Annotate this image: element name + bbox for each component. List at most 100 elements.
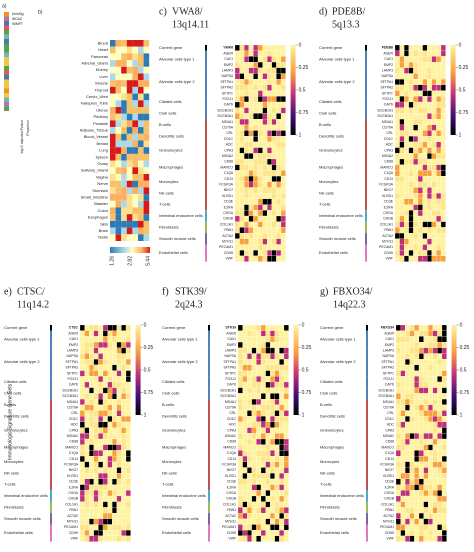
heat-cell <box>79 484 85 491</box>
heat-cell <box>422 158 428 165</box>
heat-cell <box>126 120 133 128</box>
heat-cell <box>98 370 104 377</box>
heat-cell <box>423 473 429 480</box>
heat-cell <box>79 370 85 377</box>
gene-label: KLRD1 <box>67 474 78 478</box>
heat-cell <box>234 124 240 131</box>
heat-cell <box>270 381 275 388</box>
heat-cell <box>247 456 252 462</box>
heat-cell <box>437 524 443 531</box>
heat-cell <box>121 133 127 141</box>
heat-cell <box>427 204 432 211</box>
heat-cell <box>395 393 401 400</box>
heat-cell <box>409 399 415 405</box>
heat-cell <box>251 473 257 480</box>
heat-cell <box>115 133 122 141</box>
heat-cell <box>132 93 138 101</box>
heat-cell <box>422 198 428 205</box>
gene-label: CPA3 <box>224 148 233 152</box>
heat-cell <box>251 438 257 445</box>
heat-cell <box>395 490 401 497</box>
heat-cell <box>408 198 414 205</box>
heat-cell <box>112 433 117 440</box>
heat-cell <box>414 433 420 440</box>
heat-cell <box>394 187 400 194</box>
heat-cell <box>437 421 443 428</box>
gene-label: FOXJ1 <box>67 377 78 381</box>
heat-cell <box>138 107 144 114</box>
heat-cell <box>89 347 94 354</box>
heat-cell <box>394 90 400 97</box>
heat-cell <box>437 387 443 394</box>
heat-cell <box>432 433 438 440</box>
heat-cell <box>84 393 90 400</box>
gene-label: CD14 <box>227 457 236 461</box>
heat-cell <box>418 416 424 423</box>
heat-cell <box>98 456 104 462</box>
group-bar <box>50 439 52 457</box>
heat-cell <box>116 359 122 366</box>
heat-cell <box>126 60 133 67</box>
heat-cell <box>93 342 99 348</box>
heat-cell <box>84 370 90 377</box>
heat-cell <box>110 234 116 241</box>
colorbar-tick-label: 0.5 <box>144 367 151 373</box>
heat-cell <box>270 336 275 343</box>
heat-cell <box>115 174 122 181</box>
heat-cell <box>436 118 442 125</box>
heat-cell <box>279 433 285 440</box>
heat-cell <box>280 50 286 57</box>
heat-cell <box>237 364 243 371</box>
heat-cell <box>437 353 443 360</box>
heat-cell <box>262 227 268 234</box>
gene-label: CD3E <box>224 200 234 204</box>
heat-cell <box>125 387 131 394</box>
heat-cell <box>126 153 133 161</box>
heat-cell <box>432 484 438 491</box>
heat-cell <box>132 140 138 148</box>
heat-cell <box>423 444 429 451</box>
heat-cell <box>112 416 117 423</box>
tissue-label: Stomach <box>92 188 108 193</box>
heat-cell <box>93 524 99 531</box>
heat-cell <box>237 478 243 485</box>
heat-cell <box>267 204 272 211</box>
set-cell <box>4 75 9 80</box>
gene-label: KLRD1 <box>383 474 394 478</box>
heat-cell <box>408 101 414 108</box>
heat-cell <box>121 73 127 81</box>
heat-cell <box>395 399 401 405</box>
heat-cell <box>413 198 419 205</box>
heat-cell <box>84 444 90 451</box>
heat-cell <box>427 118 432 125</box>
heat-cell <box>244 107 249 114</box>
heat-cell <box>428 535 433 542</box>
heat-cell <box>422 255 428 262</box>
heat-cell <box>437 342 443 348</box>
heat-cell <box>417 79 423 85</box>
heat-cell <box>280 130 286 137</box>
heat-cell <box>432 530 438 537</box>
heat-cell <box>102 433 108 440</box>
row-group-label: Club cells <box>159 110 176 115</box>
heat-cell <box>115 73 122 81</box>
heat-cell <box>400 495 406 502</box>
heat-cell <box>405 347 410 354</box>
heat-cell <box>436 198 442 205</box>
heat-cell <box>283 507 289 514</box>
heat-cell <box>399 50 405 57</box>
heat-cell <box>432 535 438 542</box>
heat-cell <box>437 370 443 377</box>
row-group-label: Intestinal endocrine cells <box>319 213 363 218</box>
heat-cell <box>405 342 410 348</box>
heat-cell <box>79 433 85 440</box>
heat-cell <box>234 233 240 239</box>
heat-cell <box>394 56 400 63</box>
heat-cell <box>110 153 116 161</box>
colorbar-tick-label: 0.75 <box>460 390 470 396</box>
set-cell <box>4 88 9 93</box>
heat-cell <box>283 501 289 508</box>
heat-cell <box>404 44 409 51</box>
heat-cell <box>417 210 423 217</box>
group-bar <box>205 198 207 211</box>
